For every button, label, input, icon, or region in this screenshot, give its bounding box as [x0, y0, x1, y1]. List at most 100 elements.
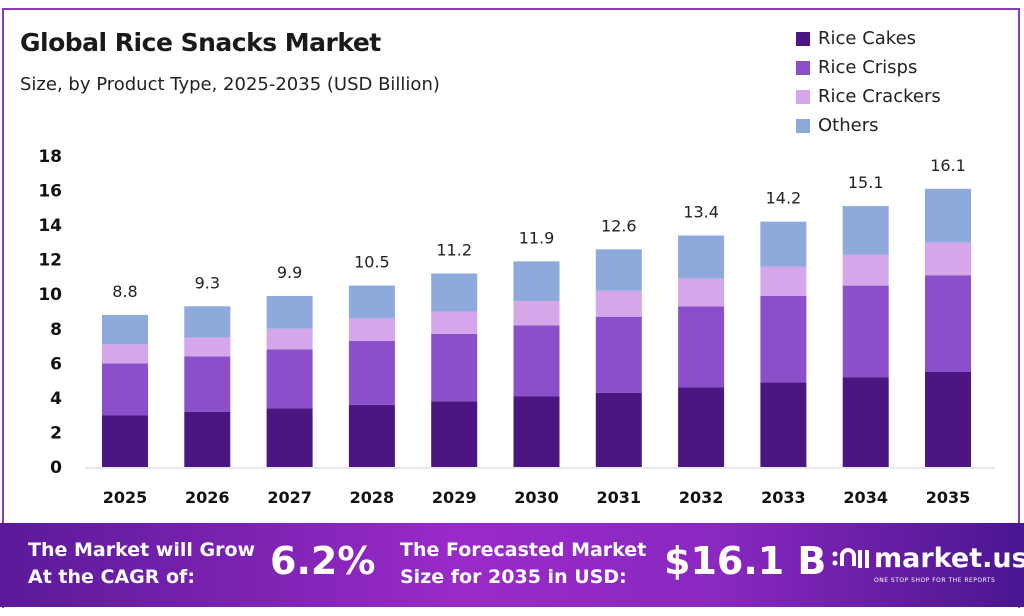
x-tick-label: 2027 [267, 488, 312, 507]
x-tick-label: 2035 [926, 488, 971, 507]
cagr-value: 6.2% [270, 539, 376, 583]
bar-segment-rice-cakes [760, 382, 807, 467]
bar-segment-others [266, 295, 313, 329]
legend-item-rice-crisps: Rice Crisps [796, 53, 941, 82]
x-tick-label: 2031 [597, 488, 642, 507]
bar-segment-rice-cakes [102, 415, 148, 467]
bar-segment-rice-crackers [760, 266, 807, 296]
forecast-label: The Forecasted Market Size for 2035 in US… [400, 537, 646, 591]
x-tick-label: 2028 [350, 488, 395, 507]
cagr-label-line: At the CAGR of: [28, 566, 195, 588]
bar-segment-rice-crisps [431, 333, 478, 402]
bar-segment-rice-cakes [925, 371, 971, 467]
y-tick-label: 0 [50, 458, 62, 478]
bar-segment-rice-cakes [595, 392, 642, 467]
bar-segment-rice-cakes [184, 411, 231, 467]
total-data-label: 9.3 [195, 273, 220, 292]
y-tick-label: 14 [38, 216, 62, 236]
total-data-label: 11.2 [436, 240, 472, 259]
total-data-label: 14.2 [766, 189, 802, 208]
bar-segment-rice-crisps [184, 356, 231, 412]
bar-segment-others [760, 221, 807, 267]
total-data-label: 13.4 [683, 202, 719, 221]
bar-segment-others [925, 188, 971, 243]
bar-segment-rice-crackers [513, 301, 560, 326]
total-data-label: 12.6 [601, 216, 637, 235]
bar-segment-others [431, 273, 478, 312]
logo-tagline: ONE STOP SHOP FOR THE REPORTS [874, 577, 996, 584]
x-tick-label: 2025 [103, 488, 148, 507]
x-tick-label: 2026 [185, 488, 230, 507]
total-data-label: 10.5 [354, 253, 390, 272]
logo-name: market.us [874, 543, 1024, 574]
bar-segment-rice-crackers [925, 242, 971, 276]
bar-segment-rice-crackers [102, 344, 148, 364]
legend-swatch [796, 60, 810, 75]
x-tick-label: 2029 [432, 488, 477, 507]
chart-subtitle: Size, by Product Type, 2025-2035 (USD Bi… [20, 74, 440, 95]
bar-segment-rice-crisps [595, 316, 642, 393]
y-tick-label: 8 [50, 320, 62, 340]
y-tick-label: 2 [50, 423, 62, 443]
footer-banner: The Market will Grow At the CAGR of: 6.2%… [0, 523, 1024, 607]
bar-segment-rice-crisps [348, 340, 395, 405]
y-tick-label: 16 [38, 182, 62, 202]
x-tick-label: 2034 [843, 488, 888, 507]
bar-segment-others [102, 314, 148, 345]
legend-swatch [796, 89, 810, 104]
bar-segment-rice-cakes [266, 408, 313, 467]
x-tick-label: 2030 [514, 488, 559, 507]
total-data-label: 9.9 [277, 263, 302, 282]
y-tick-label: 12 [38, 251, 62, 271]
y-tick-label: 10 [38, 285, 62, 305]
total-data-label: 15.1 [848, 173, 884, 192]
total-data-label: 16.1 [930, 156, 966, 175]
y-tick-label: 18 [38, 147, 62, 167]
bar-segment-rice-crackers [842, 254, 889, 286]
bar-segment-rice-cakes [842, 377, 889, 467]
y-tick-label: 4 [50, 389, 62, 409]
stacked-bar-chart: 0 2 4 6 8 10 12 14 16 18 8.8 2025 9.3 2026 9.9 2027 10.5… [38, 147, 995, 507]
forecast-label-line: The Forecasted Market [400, 539, 647, 561]
bar-segment-others [678, 235, 725, 279]
legend-swatch [796, 31, 810, 46]
bar-segment-rice-crisps [678, 306, 725, 388]
bar-segment-rice-crisps [842, 285, 889, 378]
legend-label: Rice Crisps [818, 57, 918, 78]
cagr-label-line: The Market will Grow [28, 539, 256, 561]
legend: Rice Cakes Rice Crisps Rice Crackers Oth… [796, 24, 941, 140]
market-us-logo: market.us ONE STOP SHOP FOR THE REPORTS [830, 543, 1024, 584]
total-data-label: 11.9 [519, 228, 555, 247]
legend-item-others: Others [796, 111, 941, 140]
legend-label: Rice Crackers [818, 86, 941, 107]
bar-segment-rice-crisps [513, 325, 560, 397]
legend-label: Rice Cakes [818, 28, 917, 49]
bar-segment-rice-crackers [431, 311, 478, 334]
bar-segment-rice-crackers [595, 290, 642, 317]
legend-swatch [796, 118, 810, 133]
logo-icon [832, 547, 869, 568]
forecast-label-line: Size for 2035 in USD: [400, 566, 627, 588]
legend-item-rice-crackers: Rice Crackers [796, 82, 941, 111]
bar-segment-rice-crackers [184, 337, 231, 357]
bar-segment-others [348, 285, 395, 319]
bar-segment-rice-crisps [925, 275, 971, 372]
chart-title: Global Rice Snacks Market [20, 28, 381, 57]
bar-segment-rice-crackers [678, 278, 725, 307]
bar-segment-rice-cakes [678, 387, 725, 467]
bar-segment-rice-cakes [431, 401, 478, 467]
cagr-label: The Market will Grow At the CAGR of: [28, 537, 255, 591]
forecast-value: $16.1 B [664, 539, 827, 583]
bar-segment-rice-crackers [266, 328, 313, 350]
bar-segment-rice-crisps [102, 363, 148, 416]
x-tick-label: 2033 [761, 488, 806, 507]
bar-segment-rice-crisps [760, 295, 807, 383]
bar-segment-rice-cakes [348, 404, 395, 467]
bar-segment-others [184, 306, 231, 338]
legend-item-rice-cakes: Rice Cakes [796, 24, 941, 53]
x-tick-label: 2032 [679, 488, 724, 507]
bar-segment-rice-cakes [513, 396, 560, 467]
bar-segment-others [842, 206, 889, 255]
bar-segment-rice-crisps [266, 349, 313, 409]
legend-label: Others [818, 115, 879, 136]
